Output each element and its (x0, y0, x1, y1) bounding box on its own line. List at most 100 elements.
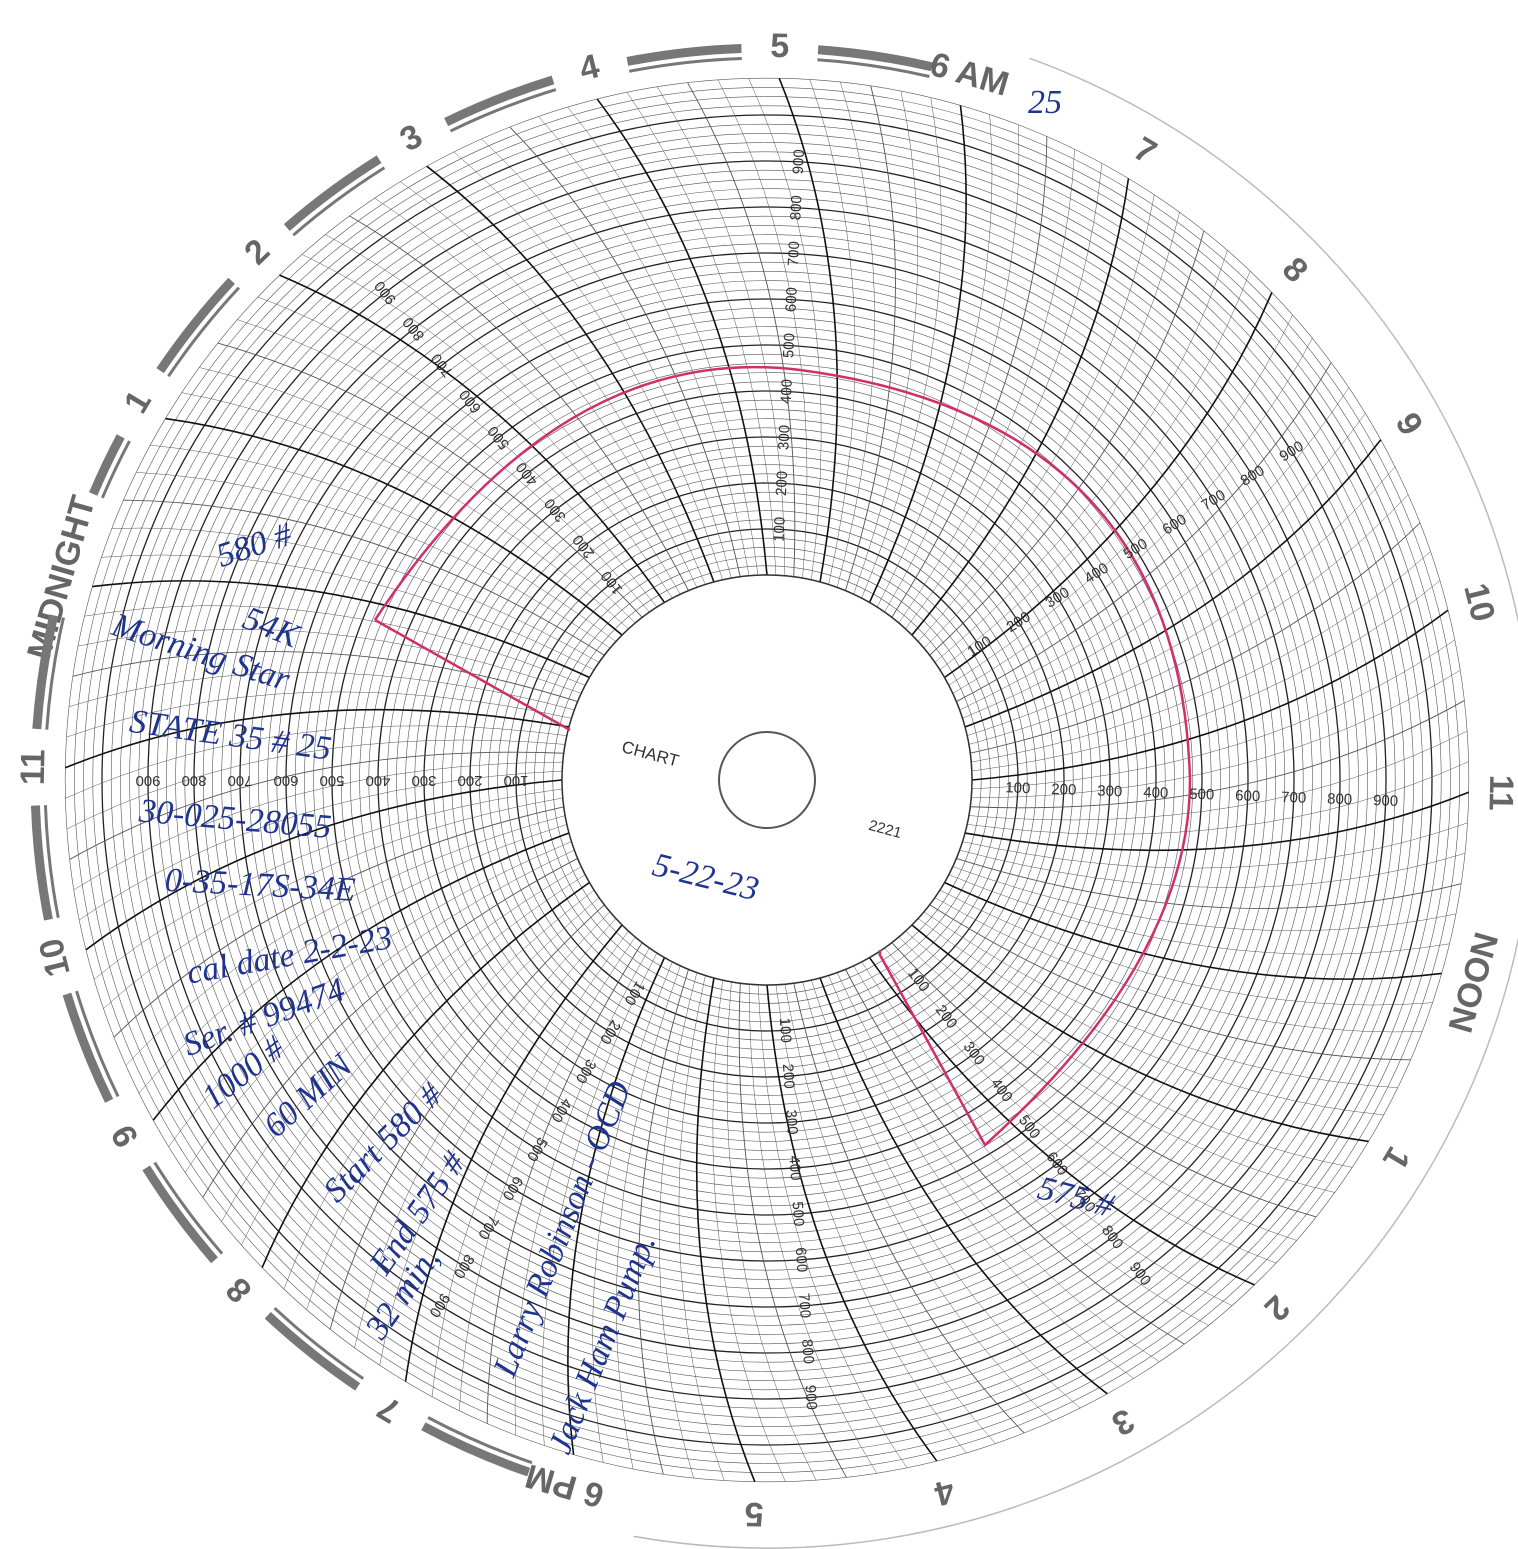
time-line (400, 181, 706, 585)
hour-bar (421, 1422, 531, 1477)
time-line (952, 338, 1313, 694)
time-line (261, 881, 590, 1268)
grid-ring (138, 151, 1396, 1409)
time-line (738, 983, 847, 1478)
time-line (84, 605, 586, 686)
time-line (138, 824, 567, 1094)
time-line (962, 822, 1468, 869)
hour-bar (75, 990, 120, 1098)
time-line (853, 91, 918, 595)
grid-ring (386, 399, 1148, 1161)
time-line (967, 466, 1396, 736)
hour-bar (62, 992, 114, 1103)
time-line (659, 972, 698, 1479)
time-line (165, 417, 623, 636)
time-line (923, 212, 1180, 649)
time-line (85, 779, 563, 951)
hour-bar (449, 88, 557, 133)
scale-label: 300 (775, 424, 793, 450)
time-line (726, 981, 817, 1481)
time-line (905, 930, 1353, 1168)
grid-ring (184, 197, 1350, 1363)
hour-label: 11 (14, 749, 53, 786)
time-line (426, 165, 715, 583)
grid-ring (267, 280, 1267, 1280)
hour-label: 5 (770, 27, 790, 65)
time-line (279, 274, 666, 603)
scale-label: 100 (770, 516, 788, 542)
hour-bar (283, 155, 382, 231)
grid-ring (331, 344, 1203, 1216)
hour-bar (628, 56, 742, 73)
time-line (939, 270, 1251, 671)
grid-ring (405, 418, 1129, 1142)
time-line (567, 957, 666, 1455)
time-line (152, 832, 570, 1121)
scale-label: 300 (411, 772, 436, 789)
time-line (325, 234, 681, 595)
scale-label: 500 (789, 1201, 808, 1227)
grid-ring (230, 243, 1304, 1317)
grid-ring (147, 160, 1387, 1400)
time-line (891, 942, 1317, 1218)
grid-ring (524, 537, 1010, 1023)
time-line (404, 924, 623, 1382)
time-line (103, 797, 563, 1009)
time-line (626, 92, 777, 576)
scale-label: 900 (1373, 792, 1399, 810)
hour-bar (427, 1416, 533, 1465)
time-line (748, 78, 822, 580)
time-line (884, 124, 1020, 613)
time-line (959, 849, 1466, 888)
time-line (221, 866, 582, 1222)
scale-label: 800 (798, 1338, 817, 1364)
grid-ring (432, 445, 1102, 1115)
time-line (876, 952, 1277, 1264)
scale-label: 800 (181, 772, 206, 789)
hour-bar (817, 58, 930, 78)
time-line (934, 250, 1228, 663)
hour-bar (264, 1312, 361, 1391)
grid-ring (120, 133, 1414, 1427)
time-line (964, 439, 1382, 728)
scale-label: 500 (319, 772, 344, 789)
time-line (944, 292, 1273, 679)
time-line (898, 936, 1335, 1193)
time-line (66, 691, 572, 738)
time-line (72, 651, 578, 702)
time-line (952, 866, 1456, 931)
grid-ring (83, 96, 1451, 1464)
grid-ring (212, 225, 1322, 1335)
grid-ring (552, 565, 982, 995)
time-line (970, 700, 1465, 809)
time-line (638, 969, 689, 1475)
grid-ring (129, 142, 1405, 1418)
time-line (775, 984, 967, 1454)
time-line (687, 82, 796, 577)
time-line (868, 105, 967, 603)
hour-label: 5 (744, 1495, 764, 1533)
pen-trace (373, 365, 1192, 1147)
time-line (695, 977, 756, 1482)
grid-ring (469, 482, 1065, 1078)
time-line (486, 942, 643, 1424)
time-line (971, 639, 1455, 790)
note: 25 (1028, 84, 1062, 121)
grid-ring (74, 87, 1460, 1473)
time-line (967, 761, 1469, 835)
grid-ring (340, 353, 1194, 1207)
hour-bar (626, 43, 742, 66)
time-line (861, 97, 942, 599)
time-line (150, 444, 617, 642)
grid-ring (322, 335, 1212, 1225)
hour-label: 10 (32, 935, 78, 981)
grid-ring (488, 501, 1046, 1059)
time-line (802, 981, 1053, 1422)
scale-label: 500 (780, 333, 798, 359)
time-line (92, 580, 590, 679)
center-hole (718, 731, 816, 829)
grid-ring (101, 114, 1433, 1446)
grid-ring (442, 455, 1092, 1105)
scale-label: 700 (1281, 789, 1307, 807)
time-line (962, 413, 1366, 719)
